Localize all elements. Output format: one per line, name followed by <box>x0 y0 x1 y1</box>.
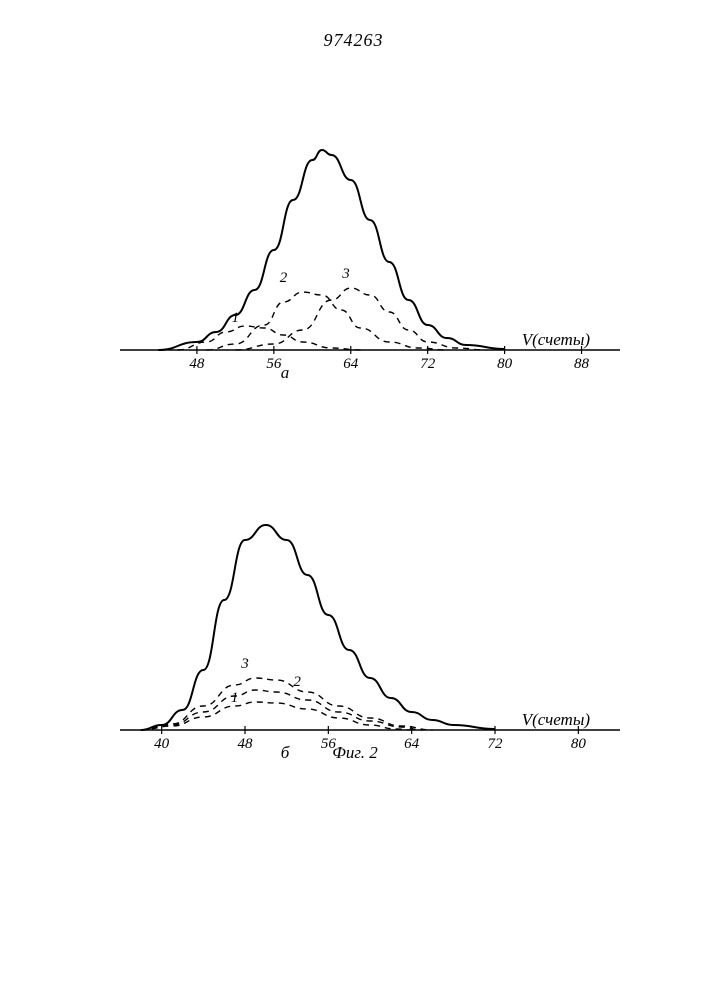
envelope-curve <box>158 150 504 350</box>
chart-panel-b: 321 404856647280 V(счеты) б Фиг. 2 <box>120 500 620 760</box>
x-tick-label: 56 <box>266 356 282 372</box>
x-tick-label: 80 <box>571 736 587 752</box>
x-tick-label: 64 <box>343 356 359 372</box>
chart-panel-a: 1 2 3 48 56 64 72 80 88 V(счеты) a <box>120 120 620 380</box>
x-tick-label: 72 <box>488 736 504 752</box>
patent-number: 974263 <box>0 30 707 51</box>
x-tick-label: 80 <box>497 356 512 372</box>
envelope-curve <box>141 525 495 730</box>
x-tick-label: 48 <box>189 356 205 372</box>
axis-label-b: V(счеты) <box>522 710 591 729</box>
component-curve <box>235 288 485 350</box>
component-curve <box>141 678 433 730</box>
axis-label-a: V(счеты) <box>522 330 591 349</box>
curve-label: 2 <box>280 270 288 286</box>
figure-caption: Фиг. 2 <box>332 743 378 760</box>
x-tick-label: 48 <box>238 736 254 752</box>
curve-label: 1 <box>232 310 240 326</box>
chart-b-curves: 3 2 1 <box>141 525 495 730</box>
curve-label: 1 <box>231 690 239 706</box>
curve-label: 3 <box>240 656 249 672</box>
figure-page: 974263 1 2 3 48 56 64 72 80 88 V(счеты) a 3 2 1 4… <box>0 0 707 1000</box>
curve-label: 2 <box>293 674 301 690</box>
curve-label: 3 <box>341 266 350 282</box>
x-tick-label: 88 <box>574 356 590 372</box>
x-tick-label: 72 <box>420 356 436 372</box>
x-tick-label: 40 <box>154 736 170 752</box>
chart-a-curves: 1 2 3 <box>158 150 504 350</box>
panel-a-label: a <box>281 363 290 380</box>
x-tick-label: 64 <box>404 736 420 752</box>
component-curve <box>141 702 412 730</box>
panel-b-label: б <box>281 743 290 760</box>
